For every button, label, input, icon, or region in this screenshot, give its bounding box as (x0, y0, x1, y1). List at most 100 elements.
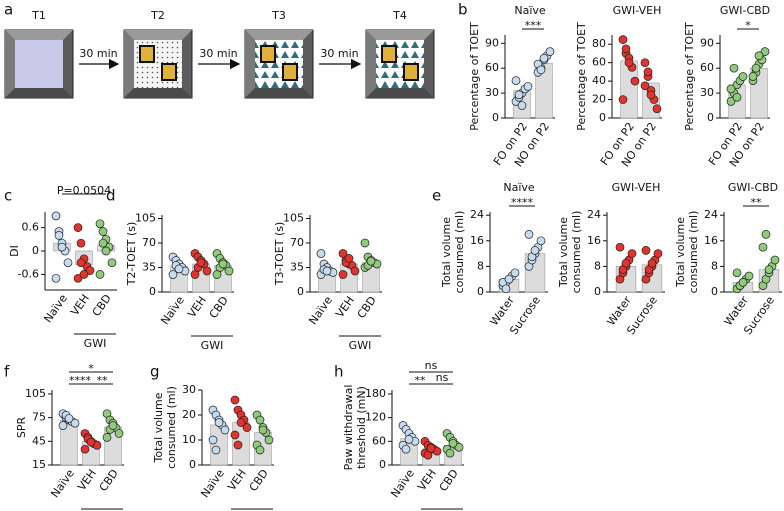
y-tick-label: 0 (149, 285, 156, 298)
data-point (615, 242, 625, 252)
data-point (174, 264, 184, 274)
y-axis-label: Total volume (152, 392, 165, 463)
data-point (726, 97, 736, 106)
data-point (732, 92, 742, 102)
y-tick-label: 16 (587, 234, 601, 247)
significance-label: P=0.0504 (57, 184, 111, 197)
chart-title: GWI-CBD (728, 181, 778, 194)
x-tick-label: CBD (207, 294, 231, 321)
data-point (524, 230, 534, 239)
data-point (344, 254, 354, 263)
significance-label: **** (69, 374, 92, 387)
data-point (517, 101, 527, 110)
object (282, 63, 298, 81)
y-tick-label: 180 (365, 387, 386, 400)
data-point (95, 219, 105, 229)
data-point (350, 266, 360, 276)
data-point (208, 435, 218, 445)
data-point (744, 271, 754, 281)
chart-title: GWI-VEH (613, 4, 662, 17)
y-tick-label: 0 (477, 285, 484, 298)
significance-label: ns (436, 371, 449, 384)
data-point (426, 444, 436, 453)
data-point (758, 242, 768, 252)
data-point (360, 238, 370, 248)
significance-label: ns (425, 359, 438, 372)
y-axis-label: Percentage of TOET (683, 22, 696, 131)
y-tick-label: 45 (32, 434, 46, 447)
panel-label: a (4, 1, 13, 19)
y-tick-label: 0 (189, 458, 196, 471)
data-point (445, 448, 455, 458)
x-tick-label: Naïve (306, 294, 335, 327)
data-point (86, 437, 96, 447)
y-tick-label: 35 (290, 261, 304, 274)
arena-wall (5, 30, 73, 40)
data-point (647, 258, 657, 268)
y-tick-label: 24 (587, 208, 601, 221)
data-point (98, 238, 108, 248)
data-point (58, 421, 68, 430)
data-point (627, 249, 637, 258)
y-tick-label: 24 (470, 208, 484, 221)
data-point (523, 82, 533, 91)
step-label: T2 (150, 9, 165, 22)
data-point (643, 67, 653, 77)
data-point (514, 90, 524, 100)
significance-label: ** (415, 374, 427, 387)
data-point (114, 429, 124, 438)
y-tick-label: 30 (485, 86, 499, 99)
y-tick-label: 105 (25, 387, 46, 400)
x-tick-label: Naïve (158, 294, 187, 327)
data-point (242, 423, 252, 432)
y-tick-label: 70 (142, 236, 156, 249)
data-point (621, 258, 631, 268)
data-point (501, 284, 511, 294)
y-tick-label: 0 (492, 111, 499, 124)
arena-floor (15, 40, 63, 88)
data-point (264, 435, 274, 445)
y-tick-label: 8 (594, 259, 601, 272)
data-point (218, 259, 228, 269)
data-point (79, 270, 89, 279)
significance-label: ** (97, 374, 109, 387)
data-point (536, 236, 546, 246)
data-point (738, 278, 748, 287)
arena-wall (124, 30, 134, 98)
x-tick-label: CBD (437, 467, 461, 494)
y-axis-label: T2-TOET (s) (125, 222, 138, 287)
data-point (366, 256, 376, 266)
y-tick-label: 80 (592, 37, 606, 50)
y-tick-label: 75 (32, 411, 46, 424)
y-tick-label: 30 (182, 383, 196, 396)
data-point (640, 58, 650, 68)
data-point (454, 442, 464, 452)
y-tick-label: 15 (32, 458, 46, 471)
y-tick-label: 40 (592, 74, 606, 87)
data-point (202, 266, 212, 276)
y-tick-label: 105 (283, 212, 304, 225)
y-axis-label: DI (8, 245, 21, 257)
arena-wall (366, 30, 434, 40)
data-point (101, 246, 111, 256)
data-point (196, 258, 206, 267)
y-axis-label: Total volume (557, 217, 570, 288)
data-point (233, 440, 243, 450)
interval-label: 30 min (79, 47, 117, 60)
data-point (211, 445, 221, 455)
data-point (236, 418, 246, 427)
panel-label: h (334, 363, 344, 381)
significance-label: *** (525, 19, 542, 32)
y-axis-label: consumed (ml) (687, 211, 700, 294)
data-point (653, 249, 663, 258)
y-axis-label: T3-TOET (s) (273, 222, 286, 287)
arena-wall (366, 30, 376, 98)
arena-wall (245, 30, 313, 40)
data-point (322, 266, 332, 276)
data-point (54, 231, 64, 240)
object (139, 45, 155, 63)
y-tick-label: 0 (297, 285, 304, 298)
x-tick-label: VEH (185, 294, 209, 320)
arena-wall (5, 88, 73, 98)
y-axis-label: Percentage of TOET (575, 22, 588, 131)
